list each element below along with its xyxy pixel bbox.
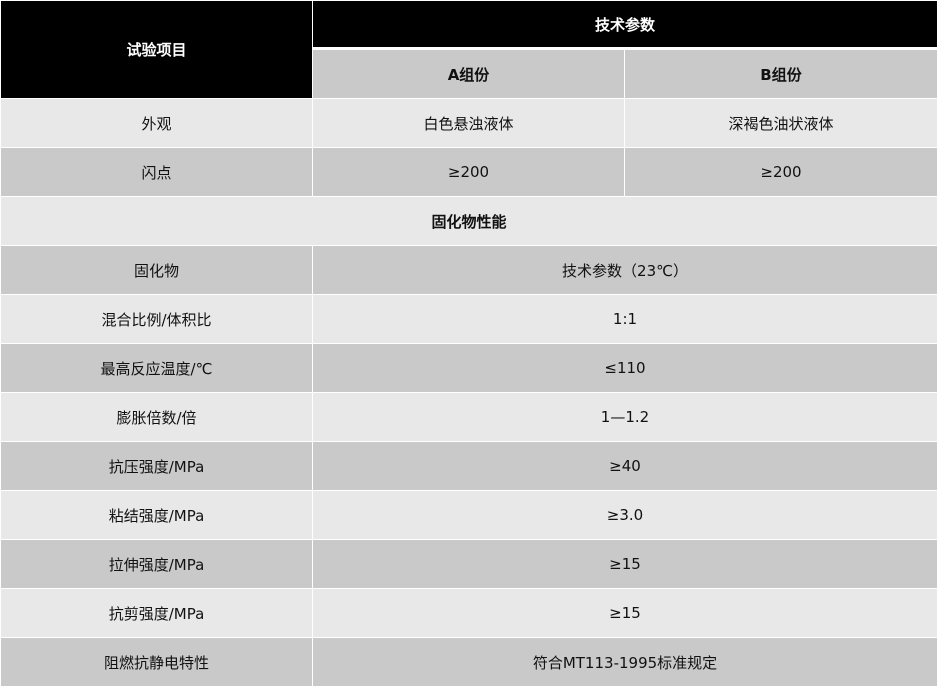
table-row: 最高反应温度/℃ ≤110 [0,343,938,393]
row-value: 符合MT113-1995标准规定 [312,637,938,687]
section-title: 固化物性能 [0,196,938,246]
table-row: 阻燃抗静电特性 符合MT113-1995标准规定 [0,637,938,687]
row-item: 外观 [0,98,313,148]
row-b: 深褐色油状液体 [624,98,938,148]
row-a: 白色悬浊液体 [312,98,625,148]
table-row: 抗剪强度/MPa ≥15 [0,588,938,638]
row-value: ≥3.0 [312,490,938,540]
table-row: 粘结强度/MPa ≥3.0 [0,490,938,540]
row-item: 混合比例/体积比 [0,294,313,344]
table-row: 外观 白色悬浊液体 深褐色油状液体 [0,98,938,148]
row-item: 闪点 [0,147,313,197]
table-row: 抗压强度/MPa ≥40 [0,441,938,491]
row-value: ≥15 [312,588,938,638]
table-row: 固化物 技术参数（23℃） [0,245,938,295]
header-params: 技术参数 [312,0,938,50]
header-col-a: A组份 [312,48,625,99]
row-item: 抗压强度/MPa [0,441,313,491]
row-value: 1:1 [312,294,938,344]
table-row: 闪点 ≥200 ≥200 [0,147,938,197]
header-item: 试验项目 [0,0,313,99]
row-a: ≥200 [312,147,625,197]
row-item: 最高反应温度/℃ [0,343,313,393]
row-item: 拉伸强度/MPa [0,539,313,589]
row-item: 固化物 [0,245,313,295]
row-item: 阻燃抗静电特性 [0,637,313,687]
table-row: 混合比例/体积比 1:1 [0,294,938,344]
table-row: 膨胀倍数/倍 1—1.2 [0,392,938,442]
subheader-row: A组份 B组份 [1,48,938,99]
table-row: 拉伸强度/MPa ≥15 [0,539,938,589]
row-item: 粘结强度/MPa [0,490,313,540]
header-col-b: B组份 [624,48,938,99]
row-item: 抗剪强度/MPa [0,588,313,638]
row-value: 1—1.2 [312,392,938,442]
row-value: ≤110 [312,343,938,393]
row-value: ≥15 [312,539,938,589]
row-value: ≥40 [312,441,938,491]
row-b: ≥200 [624,147,938,197]
section-row: 固化物性能 [0,196,938,246]
row-value: 技术参数（23℃） [312,245,938,295]
header-row: 试验项目 技术参数 [0,0,938,99]
row-item: 膨胀倍数/倍 [0,392,313,442]
